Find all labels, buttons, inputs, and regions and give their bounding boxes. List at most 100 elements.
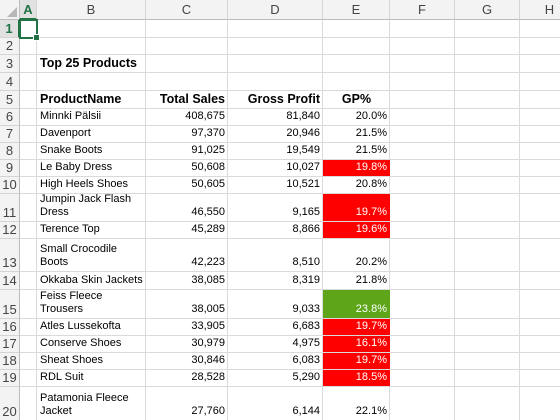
- product-name-cell[interactable]: Conserve Shoes: [40, 337, 122, 349]
- gross-profit-cell[interactable]: 9,165: [292, 206, 320, 218]
- product-name-cell[interactable]: Le Baby Dress: [40, 161, 113, 173]
- total-sales-cell[interactable]: 50,605: [191, 178, 225, 190]
- gross-profit-cell[interactable]: 8,319: [292, 274, 320, 286]
- product-name-cell[interactable]: Small Crocodile Boots: [40, 243, 118, 268]
- active-cell-a1[interactable]: [19, 19, 40, 41]
- report-title[interactable]: Top 25 Products: [40, 56, 138, 70]
- gross-profit-cell[interactable]: 6,083: [292, 354, 320, 366]
- total-sales-cell[interactable]: 38,085: [191, 274, 225, 286]
- column-header-c[interactable]: C: [146, 0, 228, 20]
- gp-percent-cell[interactable]: 19.8%: [323, 160, 390, 176]
- row-header-1[interactable]: 1: [0, 20, 20, 38]
- row-header-20[interactable]: 20: [0, 387, 20, 420]
- product-name-cell[interactable]: Patamonia Fleece Jacket: [40, 392, 129, 417]
- gross-profit-cell[interactable]: 19,549: [286, 144, 320, 156]
- product-name-cell[interactable]: Davenport: [40, 127, 91, 139]
- total-sales-cell[interactable]: 27,760: [191, 405, 225, 417]
- gp-percent-cell[interactable]: 22.1%: [355, 405, 387, 417]
- gp-percent-cell[interactable]: 19.7%: [323, 353, 390, 369]
- total-sales-cell[interactable]: 38,005: [191, 303, 225, 315]
- fill-handle[interactable]: [33, 34, 40, 41]
- product-name-cell[interactable]: Jumpin Jack Flash Dress: [40, 194, 132, 218]
- total-sales-cell[interactable]: 28,528: [191, 371, 225, 383]
- row-header-15[interactable]: 15: [0, 290, 20, 319]
- gp-percent-cell[interactable]: 21.5%: [355, 127, 387, 139]
- total-sales-cell[interactable]: 33,905: [191, 320, 225, 332]
- row-header-7[interactable]: 7: [0, 126, 20, 143]
- row-header-14[interactable]: 14: [0, 272, 20, 290]
- gp-percent-cell[interactable]: 19.7%: [323, 194, 390, 221]
- gross-profit-cell[interactable]: 81,840: [286, 110, 320, 122]
- grid-line-horizontal: [20, 142, 560, 143]
- column-header-h[interactable]: H: [520, 0, 560, 20]
- column-header-a[interactable]: A: [20, 0, 37, 20]
- row-header-11[interactable]: 11: [0, 194, 20, 222]
- product-name-cell[interactable]: Atles Lussekofta: [40, 320, 121, 332]
- gp-percent-cell[interactable]: 19.6%: [323, 222, 390, 238]
- column-header-d[interactable]: D: [228, 0, 323, 20]
- total-sales-cell[interactable]: 91,025: [191, 144, 225, 156]
- column-header-g[interactable]: G: [455, 0, 520, 20]
- product-name-cell[interactable]: RDL Suit: [40, 371, 84, 383]
- row-header-2[interactable]: 2: [0, 38, 20, 55]
- gp-percent-cell[interactable]: 20.8%: [355, 178, 387, 190]
- gross-profit-cell[interactable]: 5,290: [292, 371, 320, 383]
- row-header-9[interactable]: 9: [0, 160, 20, 177]
- row-header-19[interactable]: 19: [0, 370, 20, 387]
- row-header-13[interactable]: 13: [0, 239, 20, 272]
- grid-line-horizontal: [20, 193, 560, 194]
- gross-profit-cell[interactable]: 9,033: [292, 303, 320, 315]
- total-sales-cell[interactable]: 50,608: [191, 161, 225, 173]
- header-product-name[interactable]: ProductName: [40, 92, 122, 106]
- row-header-3[interactable]: 3: [0, 55, 20, 73]
- header-gp-percent[interactable]: GP%: [341, 92, 372, 106]
- column-header-e[interactable]: E: [323, 0, 390, 20]
- column-header-f[interactable]: F: [390, 0, 455, 20]
- gross-profit-cell[interactable]: 6,683: [292, 320, 320, 332]
- product-name-cell[interactable]: Terence Top: [40, 223, 100, 235]
- gross-profit-cell[interactable]: 8,510: [292, 256, 320, 268]
- product-name-cell[interactable]: Okkaba Skin Jackets: [40, 274, 143, 286]
- row-header-16[interactable]: 16: [0, 319, 20, 336]
- gp-percent-cell[interactable]: 21.8%: [355, 274, 387, 286]
- gp-percent-cell[interactable]: 20.0%: [355, 110, 387, 122]
- gp-percent-cell[interactable]: 23.8%: [323, 290, 390, 318]
- row-header-6[interactable]: 6: [0, 109, 20, 126]
- row-header-10[interactable]: 10: [0, 177, 20, 194]
- product-name-cell[interactable]: Minnki Pälsii: [40, 110, 102, 122]
- gp-percent-cell[interactable]: 16.1%: [323, 336, 390, 352]
- total-sales-cell[interactable]: 42,223: [191, 256, 225, 268]
- gross-profit-cell[interactable]: 6,144: [292, 405, 320, 417]
- product-name-cell[interactable]: Feiss Fleece Trousers: [40, 290, 103, 315]
- row-header-18[interactable]: 18: [0, 353, 20, 370]
- gp-percent-cell[interactable]: 19.7%: [323, 319, 390, 335]
- row-header-5[interactable]: 5: [0, 91, 20, 109]
- select-all-corner[interactable]: [0, 0, 20, 20]
- gross-profit-cell[interactable]: 4,975: [292, 337, 320, 349]
- gross-profit-cell[interactable]: 10,027: [286, 161, 320, 173]
- gp-percent-cell[interactable]: 21.5%: [355, 144, 387, 156]
- total-sales-cell[interactable]: 97,370: [191, 127, 225, 139]
- gross-profit-cell[interactable]: 10,521: [286, 178, 320, 190]
- product-name-cell[interactable]: Snake Boots: [40, 144, 103, 156]
- gross-profit-cell[interactable]: 8,866: [292, 223, 320, 235]
- total-sales-cell[interactable]: 45,289: [191, 223, 225, 235]
- row-header-12[interactable]: 12: [0, 222, 20, 239]
- product-name-cell[interactable]: High Heels Shoes: [40, 178, 129, 190]
- gp-percent-cell[interactable]: 20.2%: [355, 256, 387, 268]
- total-sales-cell[interactable]: 408,675: [185, 110, 225, 122]
- total-sales-cell[interactable]: 30,979: [191, 337, 225, 349]
- header-total-sales[interactable]: Total Sales: [159, 92, 225, 106]
- row-header-8[interactable]: 8: [0, 143, 20, 160]
- gross-profit-cell[interactable]: 20,946: [286, 127, 320, 139]
- row-header-17[interactable]: 17: [0, 336, 20, 353]
- gp-percent-cell[interactable]: 18.5%: [323, 370, 390, 386]
- header-gross-profit[interactable]: Gross Profit: [247, 92, 320, 106]
- grid-line-horizontal: [20, 37, 560, 38]
- product-name-cell[interactable]: Sheat Shoes: [40, 354, 103, 366]
- row-header-4[interactable]: 4: [0, 73, 20, 91]
- total-sales-cell[interactable]: 46,550: [191, 206, 225, 218]
- total-sales-cell[interactable]: 30,846: [191, 354, 225, 366]
- column-header-b[interactable]: B: [37, 0, 146, 20]
